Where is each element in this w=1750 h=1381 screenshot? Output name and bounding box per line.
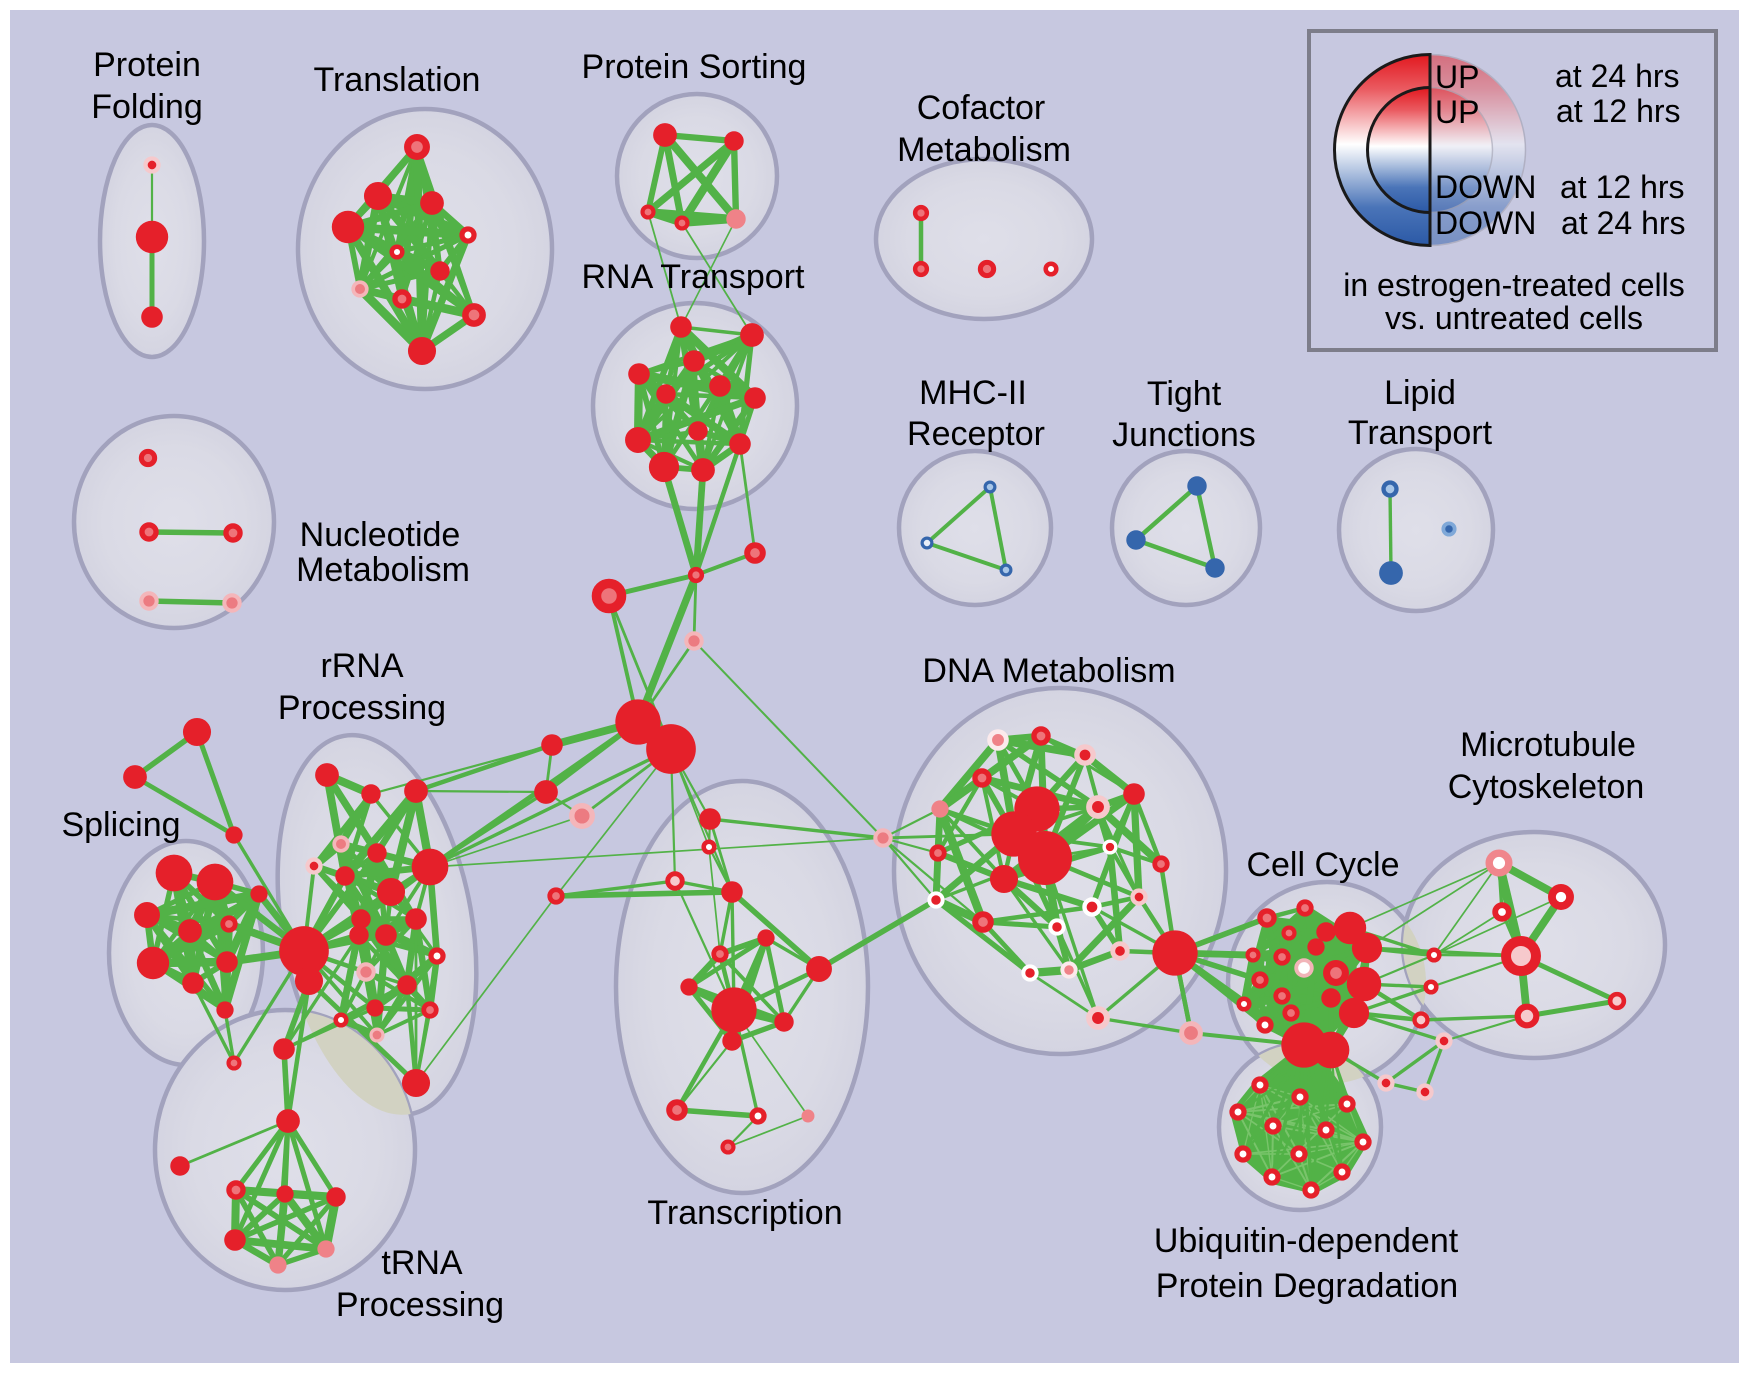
svg-text:Translation: Translation: [314, 61, 481, 99]
svg-text:Processing: Processing: [336, 1286, 504, 1324]
svg-text:Cell Cycle: Cell Cycle: [1246, 846, 1399, 884]
svg-text:in estrogen-treated cells: in estrogen-treated cells: [1343, 267, 1685, 303]
svg-text:Tight: Tight: [1147, 375, 1222, 413]
svg-text:at 12 hrs: at 12 hrs: [1560, 169, 1685, 205]
svg-text:Lipid: Lipid: [1384, 374, 1456, 412]
svg-text:DNA Metabolism: DNA Metabolism: [922, 652, 1175, 690]
svg-text:UP: UP: [1435, 59, 1479, 95]
svg-text:Nucleotide: Nucleotide: [300, 516, 461, 554]
svg-text:Receptor: Receptor: [907, 415, 1045, 453]
svg-text:MHC-II: MHC-II: [919, 374, 1027, 412]
svg-text:Folding: Folding: [91, 88, 203, 126]
svg-text:Transcription: Transcription: [647, 1194, 842, 1232]
svg-text:Cofactor: Cofactor: [917, 89, 1046, 127]
svg-text:DOWN: DOWN: [1435, 205, 1536, 241]
svg-text:Processing: Processing: [278, 689, 446, 727]
svg-text:at 24 hrs: at 24 hrs: [1561, 205, 1686, 241]
svg-text:at 12 hrs: at 12 hrs: [1556, 93, 1681, 129]
svg-text:Splicing: Splicing: [61, 806, 180, 844]
svg-text:Microtubule: Microtubule: [1460, 726, 1636, 764]
svg-text:vs. untreated cells: vs. untreated cells: [1385, 300, 1643, 336]
svg-text:Protein Degradation: Protein Degradation: [1156, 1267, 1458, 1305]
svg-text:Metabolism: Metabolism: [897, 131, 1071, 169]
svg-text:Protein: Protein: [93, 46, 201, 84]
svg-text:DOWN: DOWN: [1435, 169, 1536, 205]
svg-text:Transport: Transport: [1348, 414, 1493, 452]
svg-text:at 24 hrs: at 24 hrs: [1555, 58, 1680, 94]
svg-text:Cytoskeleton: Cytoskeleton: [1448, 768, 1645, 806]
svg-text:Junctions: Junctions: [1112, 416, 1256, 454]
svg-text:Ubiquitin-dependent: Ubiquitin-dependent: [1154, 1222, 1459, 1260]
svg-text:tRNA: tRNA: [381, 1244, 463, 1282]
svg-text:Metabolism: Metabolism: [296, 551, 470, 589]
svg-text:UP: UP: [1435, 94, 1479, 130]
svg-text:Protein Sorting: Protein Sorting: [582, 48, 807, 86]
svg-text:RNA Transport: RNA Transport: [582, 258, 806, 296]
svg-text:rRNA: rRNA: [320, 647, 403, 685]
